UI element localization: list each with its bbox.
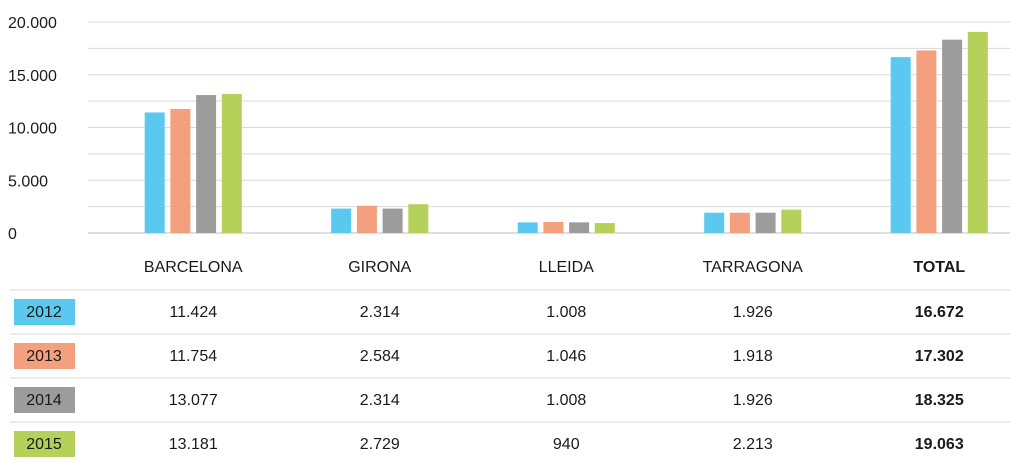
table-value: 2.584 xyxy=(360,348,400,365)
table-value: 13.181 xyxy=(169,436,218,453)
legend-swatch xyxy=(14,387,75,413)
table-value: 1.926 xyxy=(733,392,773,409)
bar xyxy=(569,222,590,233)
table-value: 1.008 xyxy=(546,304,586,321)
legend-label: 2014 xyxy=(26,392,62,409)
table-value: 19.063 xyxy=(915,436,964,453)
y-tick-label: 20.000 xyxy=(8,15,57,32)
table-value: 13.077 xyxy=(169,392,218,409)
bar xyxy=(382,208,403,233)
y-tick-label: 0 xyxy=(8,226,17,243)
table-value: 2.213 xyxy=(733,436,773,453)
bar xyxy=(755,212,776,233)
table-value: 18.325 xyxy=(915,392,964,409)
table-value: 11.754 xyxy=(169,348,217,365)
bar xyxy=(543,221,564,233)
bar xyxy=(144,112,165,233)
legend-label: 2013 xyxy=(26,348,62,365)
table-value: 1.918 xyxy=(733,348,773,365)
legend-swatch xyxy=(14,431,75,457)
bar xyxy=(916,50,937,234)
y-tick-label: 5.000 xyxy=(8,173,48,190)
table-value: 2.729 xyxy=(360,436,400,453)
table-value: 1.926 xyxy=(733,304,773,321)
y-tick-label: 10.000 xyxy=(8,121,57,138)
x-tick-label: TOTAL xyxy=(913,259,965,276)
table-value: 1.008 xyxy=(546,392,586,409)
table-value: 17.302 xyxy=(915,348,964,365)
bar xyxy=(942,39,963,233)
bar xyxy=(517,222,538,233)
bar xyxy=(967,31,988,234)
x-tick-label: GIRONA xyxy=(348,259,411,276)
bar xyxy=(170,108,191,233)
bar xyxy=(594,223,615,233)
bar xyxy=(729,212,750,233)
bar xyxy=(356,205,377,233)
x-tick-label: LLEIDA xyxy=(539,259,594,276)
legend-swatch xyxy=(14,343,75,369)
bar xyxy=(196,95,217,233)
legend-label: 2012 xyxy=(26,304,62,321)
table-value: 11.424 xyxy=(169,304,217,321)
bar xyxy=(781,209,802,233)
x-tick-label: TARRAGONA xyxy=(703,259,803,276)
bar xyxy=(704,212,725,233)
legend-swatch xyxy=(14,299,75,325)
table-value: 1.046 xyxy=(546,348,586,365)
table-value: 940 xyxy=(553,436,580,453)
bar xyxy=(331,208,352,233)
bar xyxy=(221,93,242,233)
table-value: 2.314 xyxy=(360,392,400,409)
table-value: 2.314 xyxy=(360,304,400,321)
x-tick-label: BARCELONA xyxy=(144,259,243,276)
y-tick-label: 15.000 xyxy=(8,68,57,85)
legend-label: 2015 xyxy=(26,436,62,453)
bar xyxy=(890,57,911,234)
bar xyxy=(408,204,429,233)
table-value: 16.672 xyxy=(915,304,964,321)
